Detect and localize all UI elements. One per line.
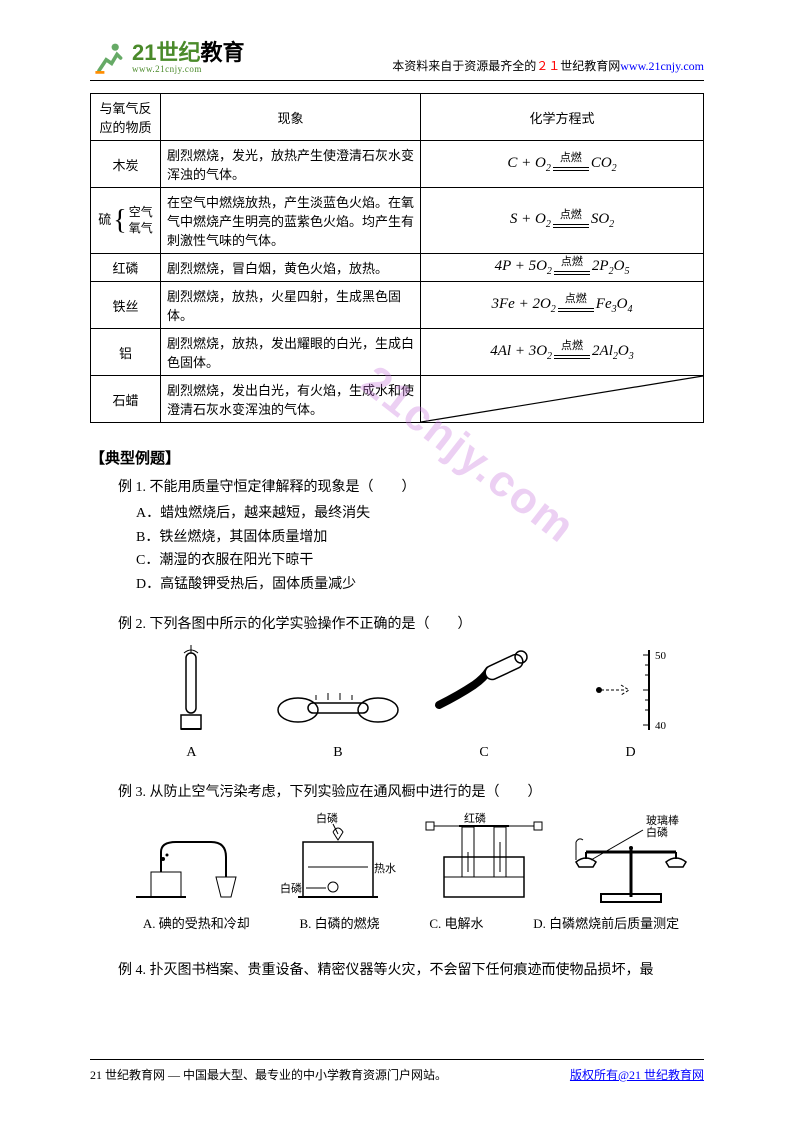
cell-equation: 4P + 5O2点燃2P2O5 [421,254,704,282]
q2-fig-b [265,665,412,735]
q3-fig-d: 玻璃棒 白磷 [558,812,705,907]
cell-substance: 硫 { 空气 氧气 [91,188,161,254]
logo-url: www.21cnjy.com [132,64,245,74]
cell-phenomenon: 剧烈燃烧，放热，发出耀眼的白光，生成白色固体。 [161,329,421,376]
footer: 21 世纪教育网 — 中国最大型、最专业的中小学教育资源门户网站。 版权所有@2… [90,1059,704,1083]
svg-text:白磷: 白磷 [280,881,302,895]
q3-label-b: B. 白磷的燃烧 [299,913,379,935]
q2-fig-c [411,645,558,735]
q1-stem: 例 1. 不能用质量守恒定律解释的现象是（ ） [118,476,704,500]
cell-equation-empty [421,376,704,423]
th-equation: 化学方程式 [421,94,704,141]
svg-text:40: 40 [655,720,667,732]
q2-labels: A B C D [118,741,704,765]
cell-substance: 木炭 [91,141,161,188]
th-phenomenon: 现象 [161,94,421,141]
q3-fig-b: 白磷 热水 白磷 [265,812,412,907]
cell-phenomenon: 剧烈燃烧，放热，火星四射，生成黑色固体。 [161,282,421,329]
q1-options: A．蜡烛燃烧后，越来越短，最终消失 B．铁丝燃烧，其固体质量增加 C．潮湿的衣服… [136,502,704,597]
th-substance: 与氧气反应的物质 [91,94,161,141]
cell-equation: 3Fe + 2O2点燃Fe3O4 [421,282,704,329]
q3-label-d: D. 白磷燃烧前后质量测定 [533,913,679,935]
q2-label-a: A [186,741,196,765]
table-header-row: 与氧气反应的物质 现象 化学方程式 [91,94,704,141]
table-row: 石蜡 剧烈燃烧，发出白光，有火焰，生成水和使澄清石灰水变浑浊的气体。 [91,376,704,423]
table-row: 铁丝 剧烈燃烧，放热，火星四射，生成黑色固体。 3Fe + 2O2点燃Fe3O4 [91,282,704,329]
cell-substance: 铁丝 [91,282,161,329]
runner-icon [90,40,126,76]
question-2: 例 2. 下列各图中所示的化学实验操作不正确的是（ ） [118,613,704,765]
logo-main: 21世纪 [132,40,200,65]
cell-equation: S + O2点燃SO2 [421,188,704,254]
q3-fig-c: 红磷 [411,812,558,907]
svg-text:白磷: 白磷 [316,812,338,825]
logo-suffix: 教育 [200,40,244,65]
cell-substance: 铝 [91,329,161,376]
section-title: 【典型例题】 [90,447,704,468]
q2-label-b: B [333,741,342,765]
q1-opt-a: A．蜡烛燃烧后，越来越短，最终消失 [136,502,704,526]
q2-fig-a [118,645,265,735]
q3-label-c: C. 电解水 [429,913,483,935]
q1-opt-b: B．铁丝燃烧，其固体质量增加 [136,526,704,550]
reactions-table: 与氧气反应的物质 现象 化学方程式 木炭 剧烈燃烧，发光，放热产生使澄清石灰水变… [90,93,704,423]
q2-fig-d: 50 40 [558,645,705,735]
question-3: 例 3. 从防止空气污染考虑，下列实验应在通风橱中进行的是（ ） 白磷 [118,781,704,936]
site-logo: 21世纪教育 www.21cnjy.com [90,40,245,76]
cell-substance: 红磷 [91,254,161,282]
q2-stem: 例 2. 下列各图中所示的化学实验操作不正确的是（ ） [118,613,704,637]
table-row: 铝 剧烈燃烧，放热，发出耀眼的白光，生成白色固体。 4Al + 3O2点燃2Al… [91,329,704,376]
cell-equation: 4Al + 3O2点燃2Al2O3 [421,329,704,376]
header-tagline: 本资料来自于资源最齐全的２１世纪教育网www.21cnjy.com [285,57,705,76]
q3-figures: 白磷 热水 白磷 红磷 [118,812,704,907]
cell-phenomenon: 剧烈燃烧，发出白光，有火焰，生成水和使澄清石灰水变浑浊的气体。 [161,376,421,423]
table-row: 红磷 剧烈燃烧，冒白烟，黄色火焰，放热。 4P + 5O2点燃2P2O5 [91,254,704,282]
question-1: 例 1. 不能用质量守恒定律解释的现象是（ ） A．蜡烛燃烧后，越来越短，最终消… [118,476,704,597]
cell-substance: 石蜡 [91,376,161,423]
cell-phenomenon: 剧烈燃烧，冒白烟，黄色火焰，放热。 [161,254,421,282]
table-row: 木炭 剧烈燃烧，发光，放热产生使澄清石灰水变浑浊的气体。 C + O2点燃CO2 [91,141,704,188]
q2-label-c: C [479,741,488,765]
q3-stem: 例 3. 从防止空气污染考虑，下列实验应在通风橱中进行的是（ ） [118,781,704,805]
footer-left: 21 世纪教育网 — 中国最大型、最专业的中小学教育资源门户网站。 [90,1066,447,1083]
footer-right: 版权所有@21 世纪教育网 [570,1066,704,1083]
q4-stem: 例 4. 扑灭图书档案、贵重设备、精密仪器等火灾，不会留下任何痕迹而使物品损坏，… [118,959,704,983]
q1-opt-c: C．潮湿的衣服在阳光下晾干 [136,549,704,573]
q2-figures: 50 40 [118,645,704,735]
question-4: 例 4. 扑灭图书档案、贵重设备、精密仪器等火灾，不会留下任何痕迹而使物品损坏，… [118,959,704,983]
q3-label-a: A. 碘的受热和冷却 [143,913,250,935]
svg-text:热水: 热水 [374,862,396,875]
svg-text:玻璃棒: 玻璃棒 [646,813,679,827]
table-row: 硫 { 空气 氧气 在空气中燃烧放热，产生淡蓝色火焰。在氧气中燃烧产生明亮的蓝紫… [91,188,704,254]
q3-fig-a [118,817,265,907]
svg-text:红磷: 红磷 [464,812,486,825]
cell-phenomenon: 在空气中燃烧放热，产生淡蓝色火焰。在氧气中燃烧产生明亮的蓝紫色火焰。均产生有刺激… [161,188,421,254]
cell-equation: C + O2点燃CO2 [421,141,704,188]
q3-labels: A. 碘的受热和冷却 B. 白磷的燃烧 C. 电解水 D. 白磷燃烧前后质量测定 [118,913,704,935]
q2-label-d: D [625,741,635,765]
q1-opt-d: D．高锰酸钾受热后，固体质量减少 [136,573,704,597]
svg-text:50: 50 [655,650,667,662]
svg-text:白磷: 白磷 [646,825,668,839]
cell-phenomenon: 剧烈燃烧，发光，放热产生使澄清石灰水变浑浊的气体。 [161,141,421,188]
header-bar: 21世纪教育 www.21cnjy.com 本资料来自于资源最齐全的２１世纪教育… [90,40,704,81]
